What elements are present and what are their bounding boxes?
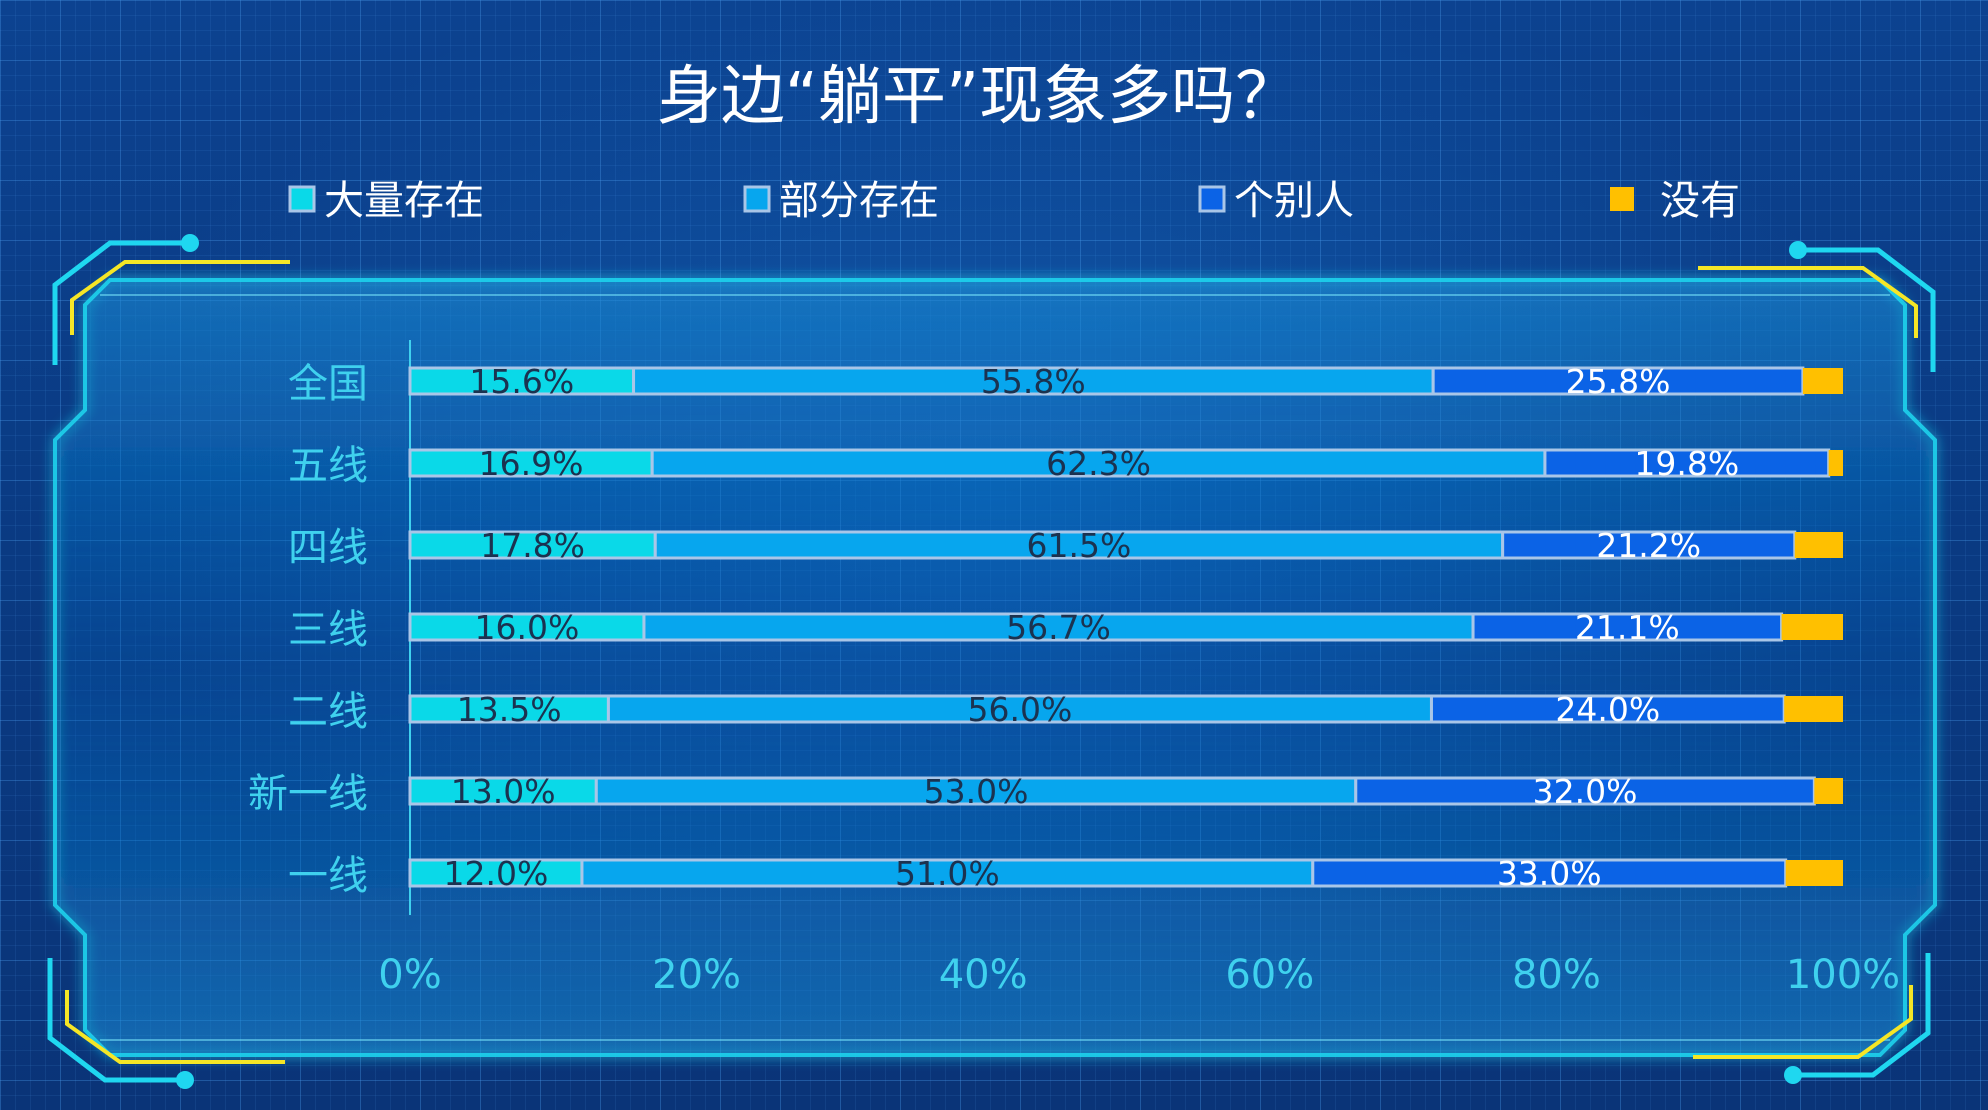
bar-segment bbox=[1543, 448, 1831, 478]
category-label: 二线 bbox=[288, 689, 368, 735]
bar-value-label: 62.3% bbox=[1046, 444, 1151, 483]
corner-ornament-bottom-left bbox=[47, 958, 285, 1089]
category-label: 新一线 bbox=[248, 771, 368, 817]
bar-segment bbox=[1794, 532, 1843, 558]
bar-value-label: 16.9% bbox=[479, 444, 584, 483]
x-tick-label: 40% bbox=[939, 952, 1028, 998]
bar-segment bbox=[1814, 778, 1843, 804]
corner-ornament-bottom-right bbox=[1693, 953, 1931, 1084]
x-tick-label: 80% bbox=[1512, 952, 1601, 998]
category-label: 一线 bbox=[288, 853, 368, 899]
bar-segment bbox=[642, 612, 1475, 642]
bar-segment bbox=[1784, 696, 1843, 722]
bar-segment bbox=[1781, 614, 1843, 640]
bar-segment bbox=[580, 858, 1315, 888]
bar-value-label: 25.8% bbox=[1566, 362, 1671, 401]
bar-value-label: 56.7% bbox=[1006, 608, 1111, 647]
category-label: 三线 bbox=[288, 607, 368, 653]
legend-label-3: 个别人 bbox=[1234, 178, 1354, 224]
bar-value-label: 24.0% bbox=[1555, 690, 1660, 729]
bar-value-label: 61.5% bbox=[1027, 526, 1132, 565]
chart-title: 身边“躺平”现象多吗？ bbox=[657, 60, 1299, 134]
legend-label-1: 大量存在 bbox=[324, 178, 484, 224]
bar-value-label: 15.6% bbox=[469, 362, 574, 401]
bar-value-label: 16.0% bbox=[475, 608, 580, 647]
bar-segment bbox=[408, 366, 636, 396]
legend-swatch-1 bbox=[288, 185, 316, 213]
bar-value-label: 17.8% bbox=[480, 526, 585, 565]
legend: 大量存在 部分存在 个别人 没有 bbox=[288, 178, 1740, 224]
bar-value-label: 55.8% bbox=[981, 362, 1086, 401]
bar-segment bbox=[408, 530, 657, 560]
category-label: 全国 bbox=[288, 361, 368, 407]
bar-value-label: 32.0% bbox=[1533, 772, 1638, 811]
bar-value-label: 53.0% bbox=[924, 772, 1029, 811]
bar-value-label: 56.0% bbox=[968, 690, 1073, 729]
bar-value-label: 13.5% bbox=[457, 690, 562, 729]
bar-value-label: 12.0% bbox=[444, 854, 549, 893]
bar-value-label: 51.0% bbox=[895, 854, 1000, 893]
bar-segment bbox=[1431, 366, 1805, 396]
bar-value-label: 19.8% bbox=[1634, 444, 1739, 483]
bar-segment bbox=[1471, 612, 1784, 642]
bar-segment bbox=[1785, 860, 1843, 886]
bar-value-label: 33.0% bbox=[1497, 854, 1602, 893]
legend-label-2: 部分存在 bbox=[779, 178, 939, 224]
legend-swatch-2 bbox=[743, 185, 771, 213]
x-axis-ticks: 0% 20% 40% 60% 80% 100% bbox=[378, 952, 1900, 998]
x-tick-label: 0% bbox=[378, 952, 441, 998]
bar-value-label: 21.2% bbox=[1596, 526, 1701, 565]
bar-segment bbox=[1802, 368, 1843, 394]
legend-label-4: 没有 bbox=[1660, 178, 1740, 224]
bar-segment bbox=[650, 448, 1547, 478]
bar-segment bbox=[1828, 450, 1843, 476]
corner-ornament-top-right bbox=[1698, 241, 1936, 372]
bar-segment bbox=[1501, 530, 1797, 560]
bar-segment bbox=[1429, 694, 1786, 724]
corner-ornament-top-left bbox=[52, 234, 290, 365]
bar-value-label: 13.0% bbox=[451, 772, 556, 811]
bar-segment bbox=[632, 366, 1435, 396]
legend-swatch-3 bbox=[1198, 185, 1226, 213]
bar-segment bbox=[594, 776, 1358, 806]
x-tick-label: 100% bbox=[1786, 952, 1900, 998]
x-tick-label: 20% bbox=[652, 952, 741, 998]
category-label: 五线 bbox=[288, 443, 368, 489]
legend-swatch-4 bbox=[1610, 187, 1634, 211]
category-label: 四线 bbox=[288, 525, 368, 571]
bars-group: 15.6% 55.8% 25.8% 16.9% 62.3% 19.8% 17.8% 61.5%… bbox=[408, 362, 1843, 893]
bar-segment bbox=[408, 694, 610, 724]
x-tick-label: 60% bbox=[1225, 952, 1314, 998]
bar-value-label: 21.1% bbox=[1575, 608, 1680, 647]
